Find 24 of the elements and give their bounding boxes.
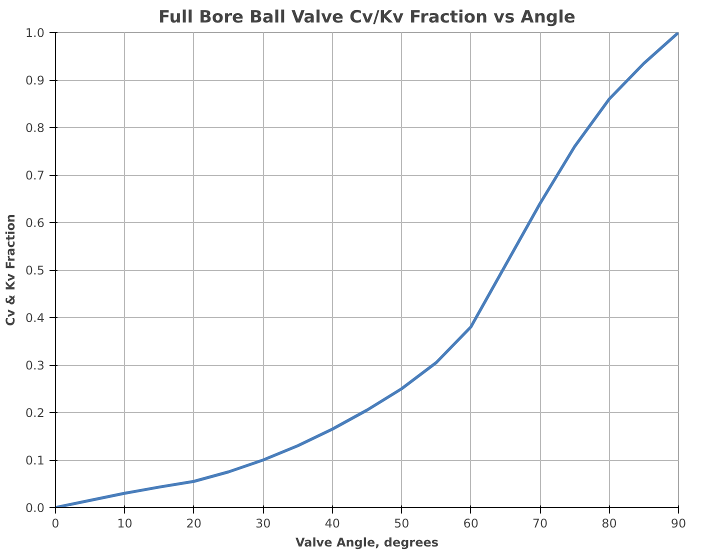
y-tick-label: 0.5 xyxy=(25,264,45,278)
y-tick-label: 0.2 xyxy=(25,406,45,420)
y-tick-label: 0.9 xyxy=(25,74,45,88)
x-axis-title: Valve Angle, degrees xyxy=(295,536,439,550)
y-tick-label: 1.0 xyxy=(25,26,45,40)
x-tick-label: 80 xyxy=(602,516,617,530)
x-tick-label: 20 xyxy=(186,516,202,530)
x-tick-label: 30 xyxy=(256,516,271,530)
y-tick-label: 0.1 xyxy=(25,454,45,468)
x-tick-label: 40 xyxy=(324,516,340,530)
x-tick-label: 90 xyxy=(670,516,686,530)
y-tick-label: 0.8 xyxy=(25,121,45,135)
y-tick-label: 0.3 xyxy=(25,358,45,372)
y-tick-label: 0.6 xyxy=(25,216,45,230)
x-tick-label: 50 xyxy=(394,516,410,530)
chart-title: Full Bore Ball Valve Cv/Kv Fraction vs Angle xyxy=(158,8,576,28)
x-tick-label: 70 xyxy=(532,516,548,530)
y-axis-title: Cv & Kv Fraction xyxy=(3,214,18,326)
y-tick-label: 0.7 xyxy=(25,168,45,182)
y-tick-label: 0.4 xyxy=(25,311,45,325)
x-tick-label: 60 xyxy=(463,516,478,530)
y-tick-label: 0.0 xyxy=(25,501,45,515)
x-tick-label: 0 xyxy=(52,516,60,530)
x-tick-label: 10 xyxy=(117,516,132,530)
